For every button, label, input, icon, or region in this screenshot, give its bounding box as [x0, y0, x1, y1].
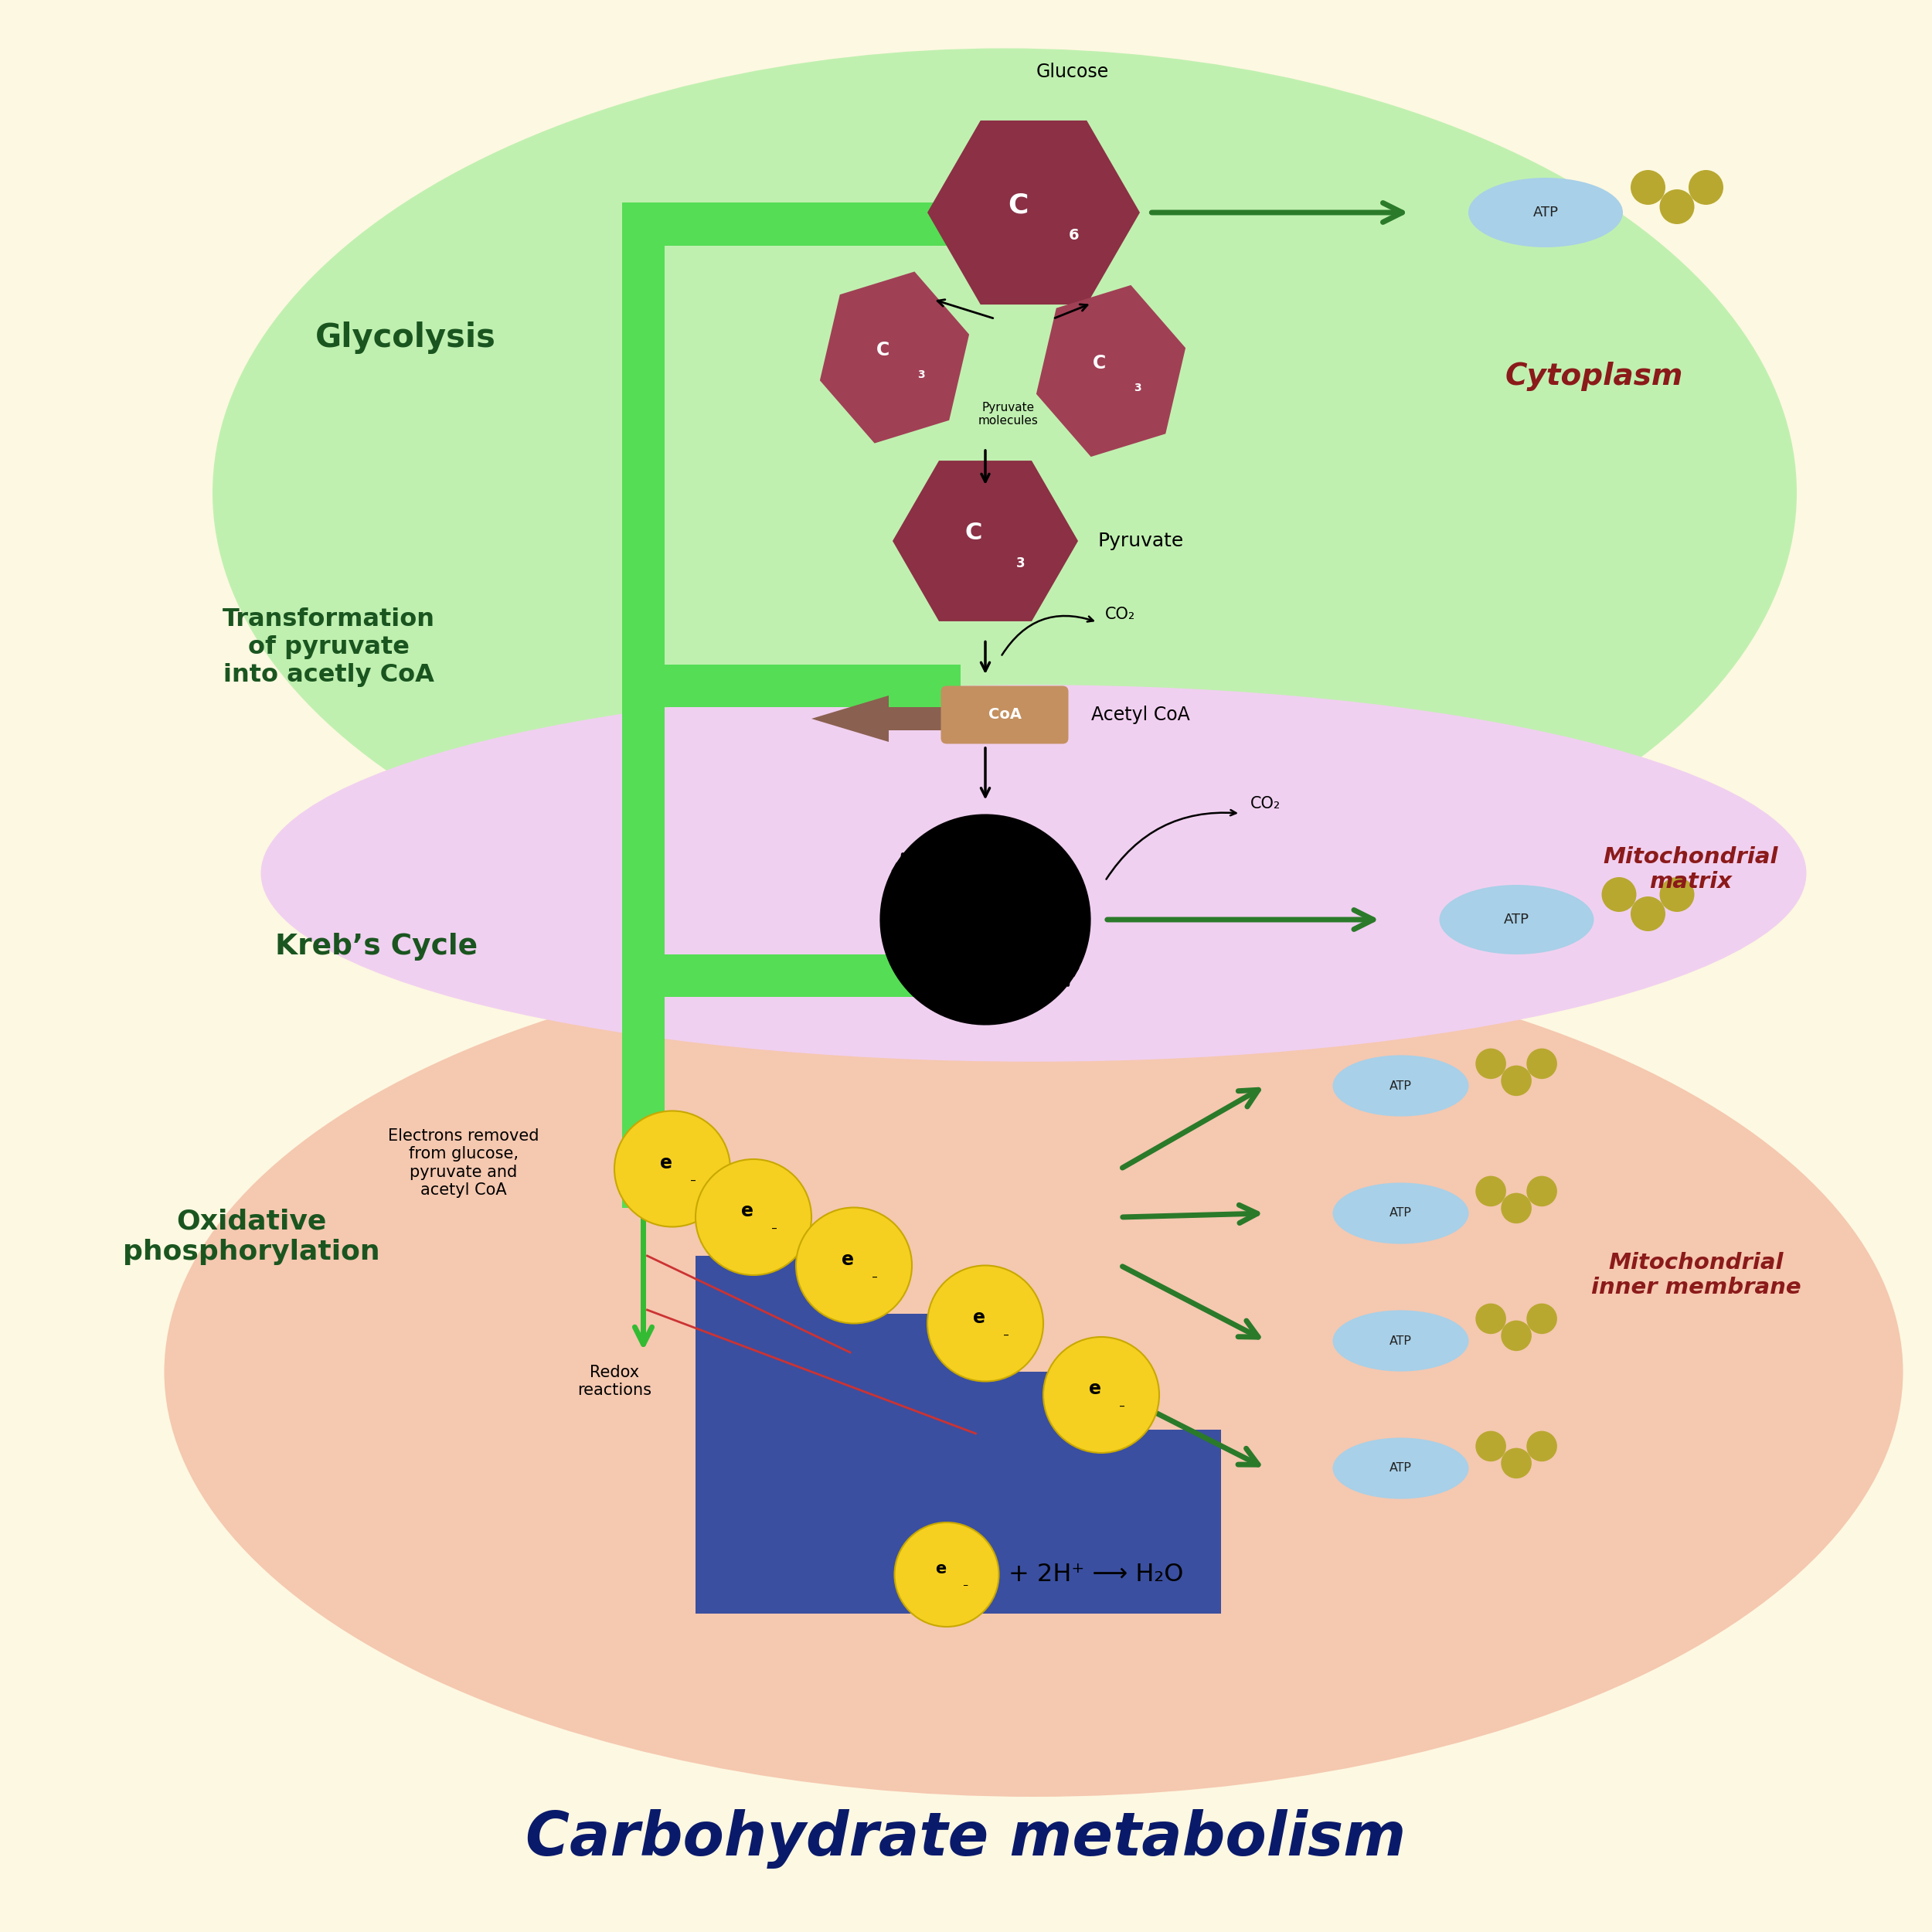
Circle shape	[1476, 1049, 1507, 1078]
Ellipse shape	[1333, 1182, 1468, 1244]
Text: ⁻: ⁻	[690, 1177, 696, 1188]
Polygon shape	[819, 272, 970, 442]
Bar	[622, 203, 960, 245]
FancyBboxPatch shape	[941, 686, 1068, 744]
Circle shape	[1526, 1304, 1557, 1333]
Ellipse shape	[164, 947, 1903, 1797]
Text: e: e	[742, 1202, 753, 1221]
Text: ⁻: ⁻	[1119, 1403, 1124, 1414]
Circle shape	[1631, 170, 1665, 205]
Circle shape	[1660, 877, 1694, 912]
Text: Electrons removed
from glucose,
pyruvate and
acetyl CoA: Electrons removed from glucose, pyruvate…	[388, 1128, 539, 1198]
Text: ⁻: ⁻	[871, 1275, 877, 1287]
Text: Acetyl CoA: Acetyl CoA	[1092, 705, 1190, 724]
Circle shape	[1501, 1192, 1532, 1223]
Text: ATP: ATP	[1389, 1335, 1412, 1347]
Text: Cytoplasm: Cytoplasm	[1505, 361, 1683, 392]
Text: Glucose: Glucose	[1036, 62, 1109, 81]
Text: CoA: CoA	[987, 707, 1022, 723]
Bar	[622, 976, 665, 1208]
Bar	[827, 1314, 958, 1613]
Text: ⁻: ⁻	[771, 1227, 777, 1236]
Circle shape	[895, 1522, 999, 1627]
Circle shape	[1501, 1065, 1532, 1095]
Text: 3: 3	[1016, 556, 1026, 570]
Circle shape	[885, 819, 1086, 1020]
Circle shape	[1631, 896, 1665, 931]
Text: e: e	[935, 1561, 947, 1577]
Circle shape	[1526, 1432, 1557, 1461]
Text: Glycolysis: Glycolysis	[315, 323, 497, 354]
Text: e: e	[974, 1308, 985, 1327]
Ellipse shape	[1333, 1055, 1468, 1117]
Bar	[696, 1256, 827, 1613]
Text: Kreb’s Cycle: Kreb’s Cycle	[276, 933, 477, 960]
Text: Redox
reactions: Redox reactions	[578, 1364, 651, 1399]
Text: Transformation
of pyruvate
into acetly CoA: Transformation of pyruvate into acetly C…	[222, 607, 435, 688]
Polygon shape	[1036, 286, 1186, 456]
Text: C: C	[1094, 354, 1105, 373]
Circle shape	[1501, 1447, 1532, 1478]
Circle shape	[927, 1265, 1043, 1381]
Text: ⁻: ⁻	[962, 1582, 968, 1594]
Circle shape	[1526, 1049, 1557, 1078]
Circle shape	[1526, 1177, 1557, 1206]
Text: C: C	[966, 522, 981, 545]
Circle shape	[1602, 877, 1636, 912]
Text: Pyruvate
molecules: Pyruvate molecules	[978, 402, 1039, 427]
Text: ATP: ATP	[1503, 912, 1530, 927]
Circle shape	[1501, 1320, 1532, 1350]
Text: e: e	[1090, 1379, 1101, 1399]
Text: e: e	[661, 1153, 672, 1173]
Text: ATP: ATP	[1389, 1080, 1412, 1092]
Text: e: e	[842, 1250, 854, 1269]
Polygon shape	[811, 696, 947, 742]
Circle shape	[1689, 170, 1723, 205]
Text: Carbohydrate metabolism: Carbohydrate metabolism	[526, 1810, 1406, 1868]
Circle shape	[696, 1159, 811, 1275]
Ellipse shape	[213, 48, 1797, 937]
Text: C: C	[877, 340, 889, 359]
Ellipse shape	[1333, 1437, 1468, 1499]
Text: + 2H⁺ ⟶ H₂O: + 2H⁺ ⟶ H₂O	[1009, 1563, 1184, 1586]
Text: CO₂: CO₂	[1105, 607, 1136, 622]
Text: ⁻: ⁻	[1003, 1333, 1009, 1345]
Text: Mitochondrial
matrix: Mitochondrial matrix	[1604, 846, 1777, 893]
Bar	[958, 1372, 1090, 1613]
Text: ATP: ATP	[1389, 1463, 1412, 1474]
Bar	[622, 954, 960, 997]
Circle shape	[614, 1111, 730, 1227]
Text: ATP: ATP	[1532, 205, 1559, 220]
Bar	[622, 203, 665, 976]
Text: ATP: ATP	[1389, 1208, 1412, 1219]
Text: Pyruvate: Pyruvate	[1097, 531, 1184, 551]
Text: Mitochondrial
inner membrane: Mitochondrial inner membrane	[1592, 1252, 1801, 1298]
Ellipse shape	[1333, 1310, 1468, 1372]
Circle shape	[1476, 1177, 1507, 1206]
Circle shape	[1476, 1304, 1507, 1333]
Text: 3: 3	[1134, 383, 1142, 394]
Bar	[1090, 1430, 1221, 1613]
Text: 3: 3	[918, 369, 925, 381]
Circle shape	[1476, 1432, 1507, 1461]
Text: 6: 6	[1068, 228, 1078, 243]
Bar	[622, 665, 960, 707]
Circle shape	[927, 862, 1043, 978]
Text: C: C	[1009, 191, 1028, 218]
Circle shape	[796, 1208, 912, 1323]
Polygon shape	[893, 460, 1078, 622]
Ellipse shape	[261, 684, 1806, 1063]
Polygon shape	[927, 120, 1140, 305]
Ellipse shape	[1468, 178, 1623, 247]
Ellipse shape	[1439, 885, 1594, 954]
Text: Oxidative
phosphorylation: Oxidative phosphorylation	[122, 1208, 381, 1265]
Circle shape	[1043, 1337, 1159, 1453]
Circle shape	[1660, 189, 1694, 224]
Text: CO₂: CO₂	[1250, 796, 1281, 811]
